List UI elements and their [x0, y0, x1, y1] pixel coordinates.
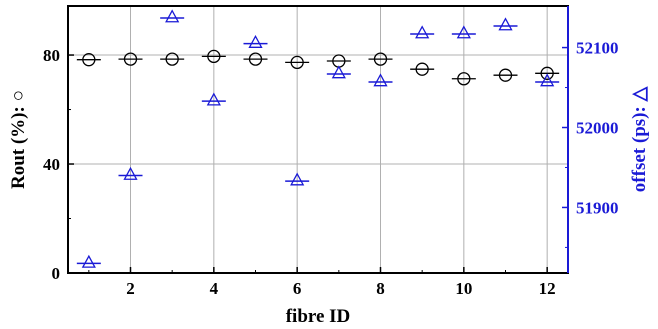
offset-point [331, 65, 346, 79]
series-rout [76, 49, 560, 86]
offset-point [540, 73, 555, 87]
y-left-tick-label: 80 [43, 46, 60, 65]
offset-point [456, 25, 471, 39]
y-left-axis-ticks: 0 40 80 [43, 46, 74, 283]
rout-point [290, 55, 304, 70]
rout-point [415, 62, 429, 76]
rout-point [82, 53, 96, 67]
y-right-tick-label: 51900 [576, 198, 619, 217]
x-tick-label: 10 [455, 279, 472, 298]
y-right-tick-label: 52100 [576, 39, 619, 58]
y-left-tick-label: 0 [52, 264, 61, 283]
y-right-tick-label: 52000 [576, 119, 619, 138]
rout-point [498, 68, 513, 82]
offset-point [290, 172, 305, 186]
x-tick-label: 4 [210, 279, 219, 298]
rout-point [165, 52, 179, 66]
x-tick-label: 12 [539, 279, 556, 298]
y-right-axis-title: offset (ps): △ [629, 85, 650, 192]
x-axis-title: fibre ID [286, 306, 351, 327]
rout-point [248, 52, 263, 66]
x-tick-label: 6 [293, 279, 302, 298]
rout-point [457, 72, 471, 86]
rout-point [207, 49, 221, 64]
grid-lines [68, 6, 568, 274]
x-tick-label: 2 [126, 279, 135, 298]
offset-point [81, 254, 96, 268]
offset-point [415, 25, 430, 39]
x-tick-label: 8 [376, 279, 385, 298]
offset-point [165, 9, 180, 23]
rout-point [123, 52, 138, 66]
offset-point [498, 17, 513, 31]
offset-point [373, 73, 388, 87]
y-left-tick-label: 40 [43, 155, 60, 174]
offset-point [123, 166, 138, 180]
x-axis-ticks: 2 4 6 8 10 12 [88, 267, 556, 298]
series-offset [76, 9, 560, 268]
rout-point [540, 66, 554, 80]
offset-point [248, 34, 263, 48]
plot-frame [67, 5, 569, 274]
offset-point [206, 92, 221, 106]
y-left-axis-title: Rout (%): ○ [8, 90, 29, 189]
rout-point [373, 52, 388, 66]
y-right-axis-ticks: 51900 52000 52100 [562, 39, 619, 248]
